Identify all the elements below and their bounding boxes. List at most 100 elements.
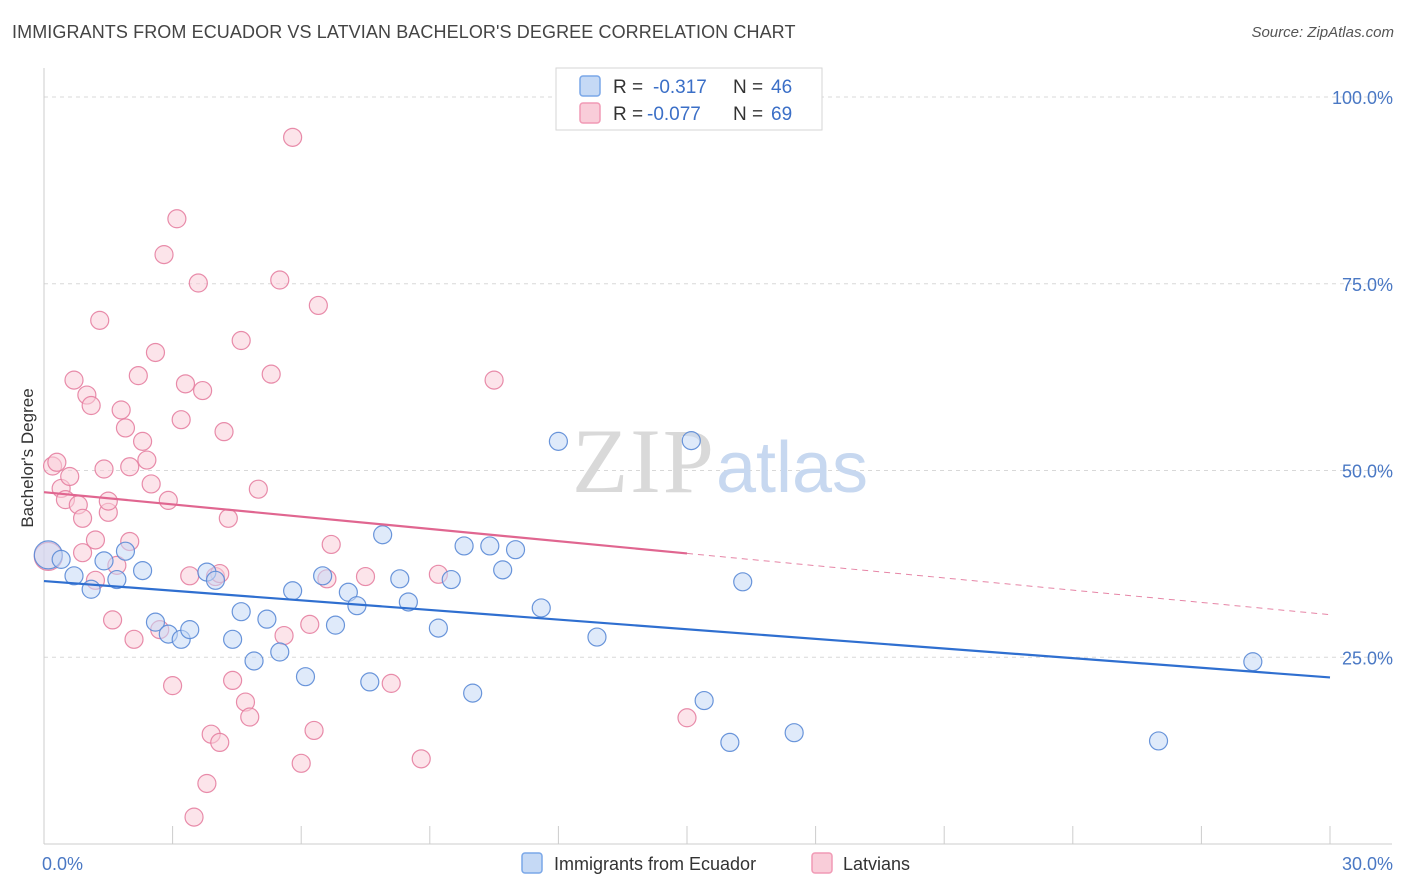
legend-r-label-1: R = bbox=[613, 77, 643, 98]
point-latvians-57 bbox=[355, 566, 376, 587]
point-latvians-22 bbox=[132, 431, 153, 451]
point-latvians-5 bbox=[60, 466, 80, 487]
point-ecuador-19 bbox=[283, 581, 303, 601]
point-ecuador-32 bbox=[463, 683, 483, 703]
point-latvians-13 bbox=[94, 459, 114, 479]
point-latvians-36 bbox=[193, 380, 213, 401]
point-latvians-43 bbox=[223, 670, 243, 691]
point-latvians-37 bbox=[197, 773, 217, 794]
point-latvians-12 bbox=[90, 310, 110, 330]
point-ecuador-39 bbox=[681, 431, 701, 451]
series-label-latvians: Latvians bbox=[843, 854, 910, 874]
point-ecuador-21 bbox=[313, 566, 333, 586]
series-legend: Immigrants from Ecuador Latvians bbox=[521, 852, 910, 874]
y-axis-label: Bachelor's Degree bbox=[18, 388, 37, 527]
point-ecuador-1 bbox=[51, 549, 71, 569]
point-ecuador-26 bbox=[373, 525, 393, 545]
point-latvians-25 bbox=[145, 342, 166, 363]
point-latvians-64 bbox=[85, 530, 106, 550]
watermark: ZIPatlas bbox=[572, 410, 868, 512]
point-ecuador-20 bbox=[295, 667, 316, 687]
point-ecuador-7 bbox=[132, 560, 153, 581]
data-points bbox=[33, 127, 1263, 827]
point-ecuador-40 bbox=[694, 690, 714, 711]
watermark-zip: ZIP bbox=[572, 410, 716, 512]
point-latvians-62 bbox=[677, 708, 697, 728]
point-ecuador-4 bbox=[94, 551, 114, 571]
point-ecuador-36 bbox=[531, 598, 551, 618]
y-tick-label-100: 100.0% bbox=[1332, 88, 1393, 108]
series-label-ecuador: Immigrants from Ecuador bbox=[554, 854, 756, 874]
point-latvians-30 bbox=[167, 209, 187, 229]
point-ecuador-3 bbox=[81, 579, 101, 599]
point-latvians-34 bbox=[184, 807, 204, 827]
point-latvians-48 bbox=[261, 364, 281, 384]
trend-line-ecuador bbox=[43, 579, 1331, 679]
series-swatch-ecuador bbox=[521, 852, 543, 874]
point-latvians-56 bbox=[321, 534, 341, 555]
point-ecuador-6 bbox=[115, 541, 136, 561]
point-ecuador-33 bbox=[480, 536, 500, 556]
point-ecuador-43 bbox=[784, 723, 804, 743]
point-latvians-52 bbox=[291, 753, 311, 773]
point-latvians-50 bbox=[274, 625, 294, 646]
legend-r-value-1: -0.317 bbox=[653, 77, 707, 98]
point-ecuador-41 bbox=[720, 732, 740, 753]
point-latvians-58 bbox=[381, 673, 401, 693]
point-latvians-8 bbox=[72, 508, 93, 528]
point-latvians-47 bbox=[248, 479, 268, 499]
point-ecuador-45 bbox=[1243, 652, 1263, 672]
legend-r-value-2: -0.077 bbox=[647, 104, 701, 125]
gridlines bbox=[44, 96, 1392, 658]
point-latvians-31 bbox=[171, 410, 191, 430]
point-latvians-65 bbox=[98, 491, 118, 511]
point-latvians-44 bbox=[231, 330, 251, 351]
series-swatch-latvians bbox=[811, 852, 833, 874]
point-latvians-24 bbox=[141, 474, 161, 494]
trend-lines bbox=[43, 491, 1331, 679]
point-ecuador-18 bbox=[270, 642, 290, 662]
legend-r-label-2: R = bbox=[613, 104, 643, 125]
point-latvians-23 bbox=[137, 450, 157, 470]
point-ecuador-29 bbox=[428, 618, 448, 638]
point-latvians-53 bbox=[300, 614, 320, 634]
point-ecuador-22 bbox=[325, 615, 346, 635]
point-ecuador-15 bbox=[231, 602, 251, 622]
chart-title: IMMIGRANTS FROM ECUADOR VS LATVIAN BACHE… bbox=[12, 22, 796, 42]
point-ecuador-8 bbox=[145, 612, 166, 632]
legend-n-label-1: N = bbox=[733, 77, 763, 98]
point-latvians-15 bbox=[102, 610, 123, 630]
point-ecuador-31 bbox=[454, 536, 474, 556]
point-ecuador-2 bbox=[64, 566, 84, 586]
x-tick-label-1: 30.0% bbox=[1342, 854, 1393, 874]
tick-labels: 25.0% 50.0% 75.0% 100.0% 0.0% 30.0% bbox=[42, 88, 1393, 874]
point-latvians-27 bbox=[154, 245, 174, 265]
point-ecuador-42 bbox=[733, 572, 753, 592]
point-latvians-54 bbox=[304, 720, 324, 741]
legend-n-value-2: 69 bbox=[771, 104, 792, 125]
point-ecuador-34 bbox=[493, 560, 513, 580]
stats-legend: R = -0.317 N = 46 R = -0.077 N = 69 bbox=[555, 67, 823, 131]
point-latvians-61 bbox=[484, 370, 504, 390]
x-tick-label-0: 0.0% bbox=[42, 854, 83, 874]
point-ecuador-23 bbox=[338, 582, 358, 602]
point-latvians-29 bbox=[163, 676, 183, 696]
point-latvians-32 bbox=[175, 374, 196, 394]
trend-line-latvians bbox=[43, 491, 688, 555]
legend-swatch-ecuador bbox=[579, 75, 601, 97]
legend-n-label-2: N = bbox=[733, 104, 763, 125]
point-ecuador-16 bbox=[244, 651, 264, 671]
point-ecuador-5 bbox=[107, 569, 127, 590]
point-ecuador-14 bbox=[223, 629, 243, 649]
point-latvians-35 bbox=[188, 273, 208, 293]
point-latvians-21 bbox=[128, 366, 148, 386]
point-latvians-33 bbox=[180, 566, 200, 586]
legend-swatch-latvians bbox=[579, 102, 601, 124]
point-ecuador-27 bbox=[390, 569, 410, 589]
y-tick-label-50: 50.0% bbox=[1342, 462, 1393, 482]
point-latvians-17 bbox=[111, 400, 131, 420]
point-ecuador-13 bbox=[205, 570, 226, 590]
point-latvians-20 bbox=[124, 629, 144, 649]
point-latvians-63 bbox=[72, 543, 93, 563]
